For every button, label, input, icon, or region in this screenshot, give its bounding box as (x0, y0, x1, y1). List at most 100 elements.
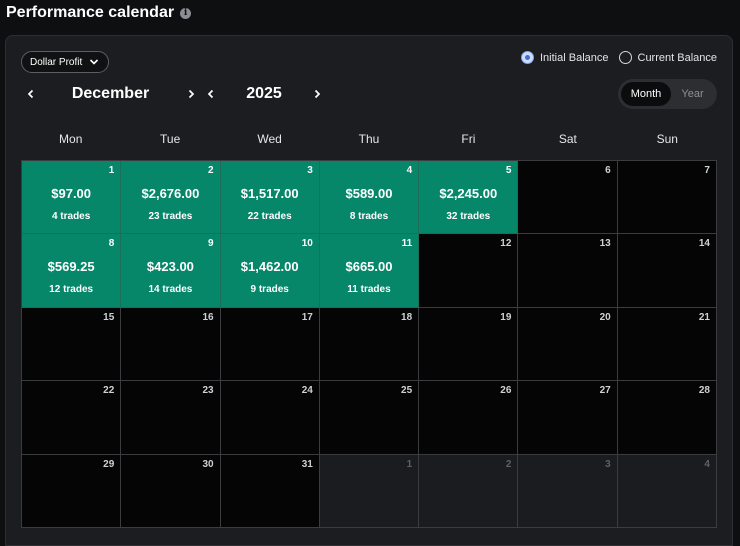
calendar-day-cell[interactable]: 9 $423.00 14 trades (121, 234, 221, 308)
day-number: 17 (301, 311, 313, 323)
calendar-day-cell[interactable]: 31 (220, 454, 320, 528)
day-number: 3 (307, 165, 313, 176)
year-label: 2025 (246, 85, 282, 102)
day-number: 9 (208, 238, 214, 250)
day-number: 4 (704, 458, 710, 470)
calendar-day-cell-outside-month[interactable]: 4 (617, 454, 717, 528)
calendar-day-cell-outside-month[interactable]: 1 (319, 454, 420, 528)
day-number: 19 (500, 311, 512, 323)
calendar-day-cell[interactable]: 13 (518, 234, 618, 308)
day-number: 11 (401, 238, 413, 250)
day-number: 7 (704, 165, 710, 176)
period-navigation: December 2025 (21, 83, 327, 105)
calendar-day-cell[interactable]: 17 (220, 307, 320, 382)
day-profit-amount: $1,517.00 (240, 186, 299, 201)
calendar-panel: Dollar Profit Initial Balance Current Ba… (5, 35, 733, 546)
day-number: 1 (108, 165, 115, 176)
day-number: 22 (103, 385, 115, 397)
day-number: 16 (202, 311, 214, 323)
weekday-label: Mon (59, 132, 83, 146)
calendar-day-cell[interactable]: 23 (121, 381, 221, 455)
view-toggle: Month Year (618, 79, 717, 109)
day-profit-amount: $2,245.00 (439, 186, 498, 201)
day-profit-amount: $423.00 (146, 259, 194, 275)
weekday-label: Sun (656, 132, 678, 146)
calendar-day-cell-outside-month[interactable]: 2 (419, 454, 519, 528)
day-profit-amount: $1,462.00 (240, 259, 299, 275)
day-number: 18 (401, 311, 413, 323)
calendar-day-cell[interactable]: 18 (319, 307, 420, 382)
calendar-day-cell[interactable]: 14 (617, 234, 717, 308)
calendar-day-cell[interactable]: 1 $97.00 4 trades (22, 161, 122, 235)
day-trade-count: 9 trades (250, 284, 289, 296)
day-number: 26 (500, 385, 512, 397)
calendar-day-cell[interactable]: 27 (518, 381, 618, 455)
toggle-month[interactable]: Month (621, 82, 671, 106)
calendar-day-cell[interactable]: 28 (617, 381, 717, 455)
info-icon[interactable]: i (180, 7, 192, 19)
calendar-day-cell[interactable]: 26 (419, 381, 519, 455)
day-trade-count: 14 trades (148, 284, 193, 296)
day-profit-amount: $589.00 (345, 186, 393, 201)
calendar-day-cell[interactable]: 6 (518, 161, 618, 235)
radio-initial-balance[interactable]: Initial Balance (521, 51, 609, 64)
calendar-day-cell[interactable]: 16 (121, 307, 221, 382)
day-number: 13 (599, 238, 611, 250)
weekday-label: Fri (461, 132, 476, 146)
calendar-day-cell[interactable]: 20 (518, 307, 618, 382)
page-header: Performance calendar i (6, 3, 192, 23)
calendar-day-cell[interactable]: 29 (22, 454, 122, 528)
day-number: 2 (208, 165, 214, 176)
next-year-button[interactable] (307, 84, 327, 104)
day-trade-count: 11 trades (347, 284, 391, 296)
day-number: 2 (505, 458, 512, 470)
chevron-right-icon (314, 89, 321, 99)
radio-current-balance[interactable]: Current Balance (618, 51, 718, 64)
weekday-header: Mon Tue Wed Thu Fri Sat Sun (21, 132, 717, 146)
calendar-day-cell[interactable]: 3 $1,517.00 22 trades (220, 161, 320, 235)
day-number: 20 (599, 311, 611, 323)
calendar-day-cell[interactable]: 5 $2,245.00 32 trades (419, 161, 519, 235)
calendar-day-cell[interactable]: 10 $1,462.00 9 trades (220, 234, 320, 308)
day-number: 6 (605, 165, 611, 176)
calendar-day-cell[interactable]: 24 (220, 381, 320, 455)
calendar-day-cell[interactable]: 22 (22, 381, 122, 455)
calendar-day-cell[interactable]: 8 $569.25 12 trades (22, 234, 122, 308)
calendar-day-cell[interactable]: 25 (319, 381, 420, 455)
day-number: 24 (301, 385, 313, 397)
calendar-day-cell[interactable]: 4 $589.00 8 trades (319, 161, 420, 235)
day-trade-count: 32 trades (446, 211, 491, 222)
calendar-day-cell[interactable]: 21 (617, 307, 717, 382)
next-month-button[interactable] (181, 84, 201, 104)
day-number: 29 (103, 458, 115, 470)
calendar-day-cell[interactable]: 15 (22, 307, 122, 382)
day-trade-count: 23 trades (148, 211, 193, 222)
metric-dropdown-label: Dollar Profit (30, 56, 83, 68)
radio-initial-balance-button[interactable] (521, 51, 534, 64)
weekday-label: Thu (358, 132, 380, 146)
calendar-day-cell[interactable]: 19 (419, 307, 519, 382)
calendar-day-cell[interactable]: 11 $665.00 11 trades (319, 234, 420, 308)
calendar-day-cell-outside-month[interactable]: 3 (518, 454, 618, 528)
calendar-day-cell[interactable]: 12 (419, 234, 519, 308)
calendar-day-cell[interactable]: 30 (121, 454, 221, 528)
day-number: 5 (505, 165, 512, 176)
toggle-year[interactable]: Year (681, 88, 704, 100)
day-trade-count: 8 trades (349, 211, 389, 222)
day-trade-count: 22 trades (247, 211, 292, 222)
day-number: 12 (500, 238, 512, 250)
day-profit-amount: $665.00 (345, 259, 393, 275)
radio-current-balance-label: Current Balance (637, 51, 718, 64)
day-number: 14 (698, 238, 710, 250)
prev-month-button[interactable] (21, 84, 41, 104)
radio-current-balance-button[interactable] (618, 51, 632, 64)
calendar-day-cell[interactable]: 7 (617, 161, 717, 235)
day-number: 28 (698, 385, 710, 397)
weekday-label: Tue (160, 132, 181, 146)
metric-dropdown[interactable]: Dollar Profit (21, 51, 109, 73)
calendar-day-cell[interactable]: 2 $2,676.00 23 trades (121, 161, 221, 235)
day-number: 1 (406, 458, 413, 470)
day-number: 8 (108, 238, 115, 250)
weekday-label: Sat (558, 132, 577, 146)
prev-year-button[interactable] (201, 84, 221, 104)
